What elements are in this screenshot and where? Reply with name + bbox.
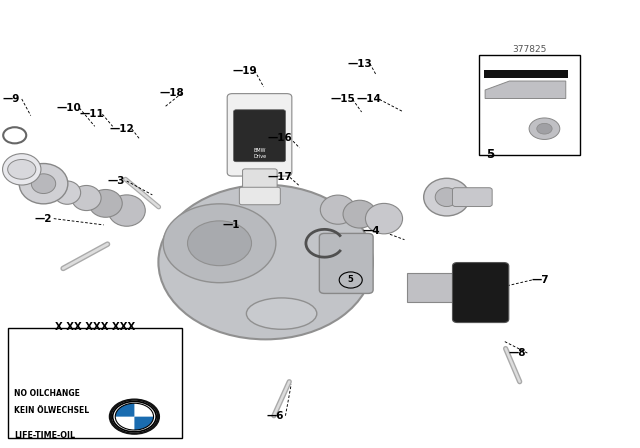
Text: 5: 5 <box>486 148 495 161</box>
Text: —11: —11 <box>80 109 104 119</box>
FancyBboxPatch shape <box>319 233 373 293</box>
Text: —10: —10 <box>57 103 81 113</box>
Ellipse shape <box>54 181 81 204</box>
Text: 377825: 377825 <box>512 45 547 54</box>
Ellipse shape <box>365 203 403 234</box>
Circle shape <box>163 204 276 283</box>
Circle shape <box>537 123 552 134</box>
Text: 5: 5 <box>348 276 354 284</box>
Ellipse shape <box>89 190 122 217</box>
Text: —7: —7 <box>532 275 550 285</box>
Text: LIFE-TIME-OIL: LIFE-TIME-OIL <box>14 431 76 440</box>
Text: —18: —18 <box>159 88 184 98</box>
Ellipse shape <box>321 195 356 224</box>
Text: —17: —17 <box>268 172 292 182</box>
Wedge shape <box>134 417 154 430</box>
Text: —3: —3 <box>108 176 125 186</box>
Ellipse shape <box>108 195 145 226</box>
Text: —4: —4 <box>362 226 380 236</box>
Text: —6: —6 <box>266 411 284 421</box>
Polygon shape <box>484 70 568 78</box>
Text: —1: —1 <box>223 220 241 230</box>
Text: BMW
Drive: BMW Drive <box>253 148 266 159</box>
Text: —15: —15 <box>330 95 355 104</box>
FancyBboxPatch shape <box>452 263 509 323</box>
Circle shape <box>529 118 560 139</box>
Text: —14: —14 <box>357 95 381 104</box>
Ellipse shape <box>31 174 56 194</box>
Text: —16: —16 <box>268 133 292 143</box>
Circle shape <box>113 401 156 432</box>
Bar <box>8 328 182 438</box>
FancyBboxPatch shape <box>452 188 492 207</box>
Text: —9: —9 <box>3 94 20 104</box>
Text: —13: —13 <box>348 59 372 69</box>
FancyBboxPatch shape <box>243 169 277 192</box>
Ellipse shape <box>424 178 470 216</box>
Ellipse shape <box>343 200 376 228</box>
Text: KEIN ÖLWECHSEL: KEIN ÖLWECHSEL <box>14 406 89 415</box>
Ellipse shape <box>19 164 68 204</box>
FancyBboxPatch shape <box>227 94 292 176</box>
Wedge shape <box>115 403 134 417</box>
Text: X XX XXX XXX: X XX XXX XXX <box>55 322 135 332</box>
FancyBboxPatch shape <box>239 187 280 205</box>
Text: NO OILCHANGE: NO OILCHANGE <box>14 389 80 398</box>
Circle shape <box>8 159 36 179</box>
Text: —19: —19 <box>232 66 257 76</box>
Circle shape <box>188 221 252 266</box>
Text: —12: —12 <box>109 124 134 134</box>
Ellipse shape <box>72 185 101 211</box>
Bar <box>479 55 580 155</box>
Polygon shape <box>485 81 566 99</box>
FancyBboxPatch shape <box>407 273 460 302</box>
Text: —8: —8 <box>508 348 526 358</box>
FancyBboxPatch shape <box>234 110 285 162</box>
Ellipse shape <box>3 154 41 185</box>
Circle shape <box>109 399 159 434</box>
Ellipse shape <box>435 188 458 207</box>
Ellipse shape <box>246 298 317 329</box>
Text: —2: —2 <box>35 214 52 224</box>
Ellipse shape <box>158 185 372 340</box>
